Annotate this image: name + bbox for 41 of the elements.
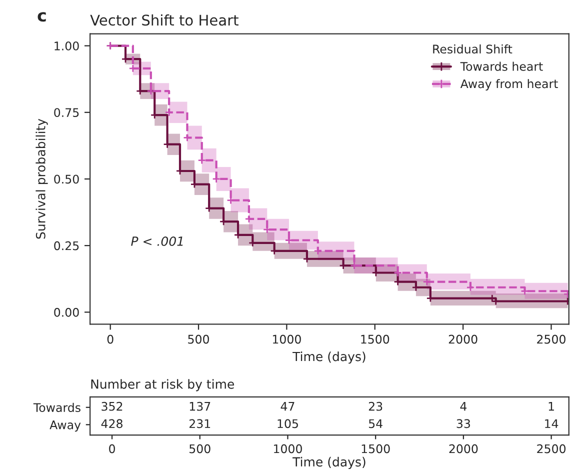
data-label: 105 — [278, 419, 298, 428]
x-axis-title: Time (days) — [292, 456, 366, 470]
y-tick-label: 0.50 — [54, 174, 79, 184]
data-label: 428 — [101, 419, 122, 428]
y-tick-label: 0.75 — [54, 108, 79, 118]
x-tick-label: 0 — [107, 334, 114, 344]
x-tick-label: 2500 — [537, 444, 566, 454]
legend-title: Residual Shift — [433, 44, 512, 54]
x-axis-title: Time (days) — [292, 352, 366, 364]
data-label: 54 — [368, 419, 382, 428]
data-label: 1 — [548, 402, 554, 411]
y-tick-label: 0.25 — [54, 241, 79, 250]
x-tick-label: 1000 — [272, 334, 301, 344]
chart-title: Vector Shift to Heart — [90, 14, 238, 26]
x-tick-label: 0 — [109, 444, 115, 454]
x-tick-label: 500 — [188, 334, 209, 344]
data-label: 4 — [460, 402, 467, 411]
data-label: 352 — [102, 402, 122, 411]
data-label: 47 — [280, 402, 294, 411]
data-label: 33 — [456, 419, 470, 428]
data-label: 23 — [368, 402, 382, 411]
x-tick-label: 2500 — [537, 334, 566, 344]
y-tick-label: 1.00 — [54, 42, 79, 50]
y-tick-label: Away — [50, 420, 81, 432]
y-tick-label: 0.00 — [54, 308, 79, 317]
data-label: 14 — [545, 419, 558, 428]
y-axis-title: Survival probability — [36, 118, 48, 239]
text: c — [38, 12, 46, 22]
x-tick-label: 2000 — [449, 444, 478, 454]
x-tick-label: 1500 — [361, 334, 390, 344]
x-tick-label: 500 — [190, 444, 210, 454]
legend-label: Towards heart — [460, 62, 543, 71]
legend-label: Away from heart — [460, 79, 558, 91]
x-tick-label: 1000 — [274, 444, 302, 454]
chart-title: Number at risk by time — [91, 379, 234, 392]
data-label: 137 — [190, 402, 210, 411]
annotation: P < .001 — [131, 236, 183, 246]
data-label: 231 — [189, 419, 210, 428]
x-tick-label: 1500 — [362, 444, 390, 454]
x-tick-label: 2000 — [448, 334, 478, 344]
y-tick-label: Towards — [33, 402, 80, 412]
